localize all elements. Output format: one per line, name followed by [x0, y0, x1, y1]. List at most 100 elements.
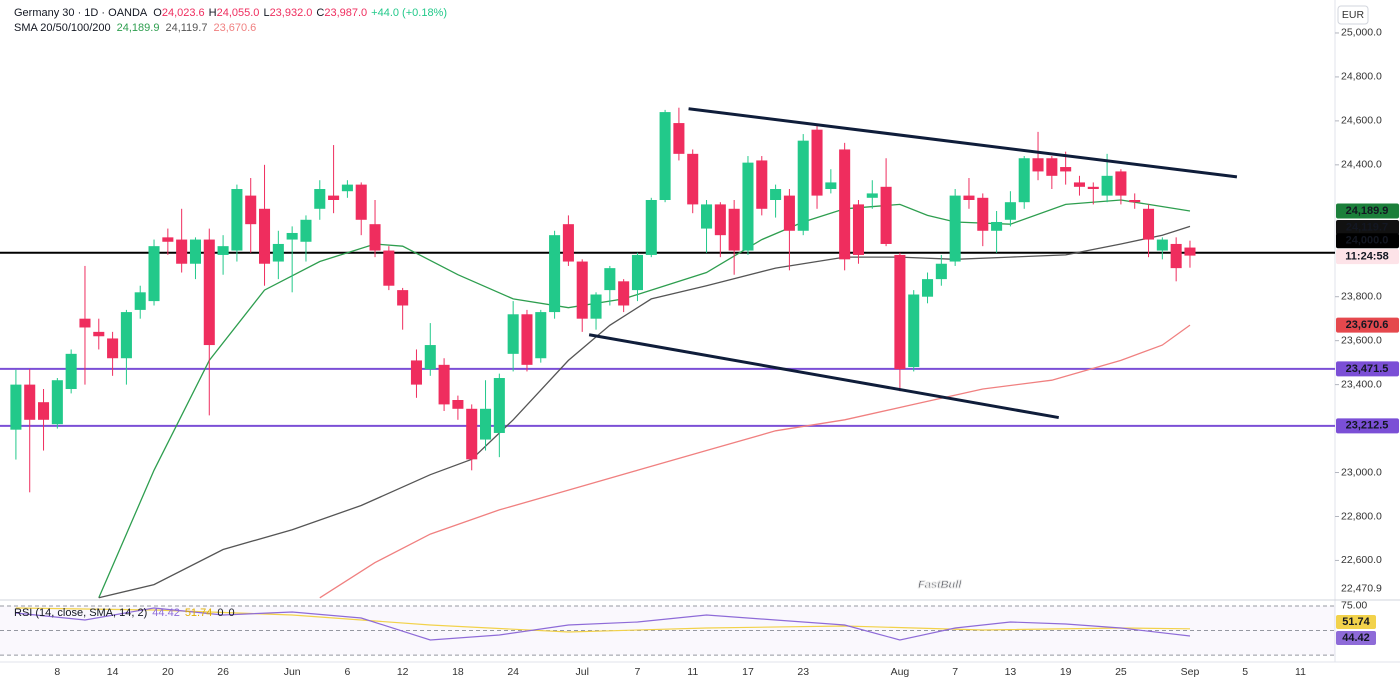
candle-body	[383, 250, 395, 286]
x-tick-label: 14	[107, 666, 119, 678]
x-tick-label: 25	[1115, 666, 1127, 678]
candle-body	[24, 384, 36, 420]
x-tick-label: 17	[742, 666, 754, 678]
x-tick-label: 11	[1295, 666, 1306, 678]
currency: EUR	[1342, 9, 1365, 21]
plot-area	[0, 107, 1335, 599]
candle-body	[272, 243, 284, 262]
candle-body	[1156, 239, 1168, 251]
y-tick-label: 24,600.0	[1341, 115, 1382, 127]
y-tick-label: 25,000.0	[1341, 27, 1382, 39]
candle-body	[866, 193, 878, 198]
ohlc-value: 24,023.6	[162, 7, 205, 19]
candle-body	[93, 331, 105, 337]
x-tick-label: 20	[162, 666, 174, 678]
x-tick-label: Sep	[1181, 666, 1200, 678]
candle-body	[1060, 167, 1072, 172]
rsi-legend-value: 0	[228, 607, 234, 619]
x-tick-label: 18	[452, 666, 464, 678]
candle-body	[797, 140, 809, 231]
candle-body	[120, 312, 132, 359]
candle-body	[673, 123, 685, 154]
price-badge	[1336, 249, 1399, 265]
ohlc-key: L	[263, 7, 269, 19]
price-badge	[1336, 317, 1399, 333]
rsi-legend-value: 0	[217, 607, 223, 619]
watermark: FastBull	[918, 579, 962, 591]
price-badge-label: 24,000.0	[1346, 235, 1389, 247]
candle-body	[245, 195, 257, 225]
rsi-badge-label: 44.42	[1342, 632, 1370, 644]
y-min-label: 22,470.9	[1341, 583, 1382, 595]
candle-body	[1129, 200, 1141, 203]
price-badge-label: 23,670.6	[1346, 319, 1389, 331]
candle-body	[1073, 182, 1085, 187]
candle-body	[314, 189, 326, 209]
x-tick-label: Jul	[576, 666, 589, 678]
candle-body	[977, 197, 989, 231]
candle-body	[852, 204, 864, 255]
y-tick-label: 22,800.0	[1341, 510, 1382, 522]
candle-body	[79, 318, 91, 328]
rsi-legend: RSI (14, close, SMA, 14, 2) 44.42 51.74 0 0	[14, 607, 235, 619]
candle-body	[10, 384, 22, 430]
x-tick-label: 12	[397, 666, 409, 678]
x-tick-label: 7	[635, 666, 641, 678]
candle-body	[770, 189, 782, 200]
y-tick-label: 24,800.0	[1341, 71, 1382, 83]
candle-body	[507, 314, 519, 354]
ohlc-key: O	[153, 7, 162, 19]
candle-body	[397, 290, 409, 306]
sma-legend-value: 24,119.7	[165, 22, 207, 34]
candle-body	[65, 353, 77, 390]
candle-body	[576, 261, 588, 319]
price-badge-label: 24,189.9	[1346, 205, 1389, 217]
price-badge-label: 23,471.5	[1346, 363, 1389, 375]
candle-body	[1184, 247, 1196, 256]
candle-body	[148, 246, 160, 302]
header-line: Germany 30 · 1D · OANDA O24,023.6 H24,055.…	[14, 7, 447, 19]
candle-body	[535, 312, 547, 359]
candle-body	[935, 263, 947, 280]
candle-body	[645, 200, 657, 255]
price-badge	[1336, 219, 1399, 235]
x-tick-label: 7	[952, 666, 958, 678]
symbol: Germany 30 · 1D · OANDA	[14, 7, 148, 19]
candle-body	[549, 235, 561, 313]
candle-body	[811, 129, 823, 196]
rsi-title: RSI (14, close, SMA, 14, 2)	[14, 607, 147, 619]
candle-body	[1170, 243, 1182, 269]
trendline	[688, 107, 1238, 179]
rsi-lines	[15, 607, 1191, 641]
candle-body	[908, 294, 920, 368]
candle-body	[839, 149, 851, 260]
y-tick-label: 23,800.0	[1341, 290, 1382, 302]
price-badge	[1336, 418, 1399, 434]
candle-body	[189, 239, 201, 264]
y-tick-label: 24,400.0	[1341, 159, 1382, 171]
y-tick-label: 22,600.0	[1341, 554, 1382, 566]
x-tick-label: 24	[507, 666, 519, 678]
candle-body	[1032, 158, 1044, 172]
candle-body	[286, 232, 298, 240]
rsi-badge	[1336, 631, 1376, 645]
candle-body	[162, 237, 174, 242]
x-tick-label: Jun	[284, 666, 301, 678]
price-badge	[1336, 361, 1399, 377]
candle-body	[714, 204, 726, 236]
price-badge-label: 11:24:58	[1345, 251, 1388, 263]
candle-body	[438, 364, 450, 405]
candle-body	[756, 160, 768, 209]
y-tick-label: 23,400.0	[1341, 378, 1382, 390]
candle-body	[659, 112, 671, 200]
y-tick-label: 23,000.0	[1341, 466, 1382, 478]
x-tick-label: 13	[1005, 666, 1017, 678]
candle-body	[562, 224, 574, 262]
candle-body	[991, 221, 1003, 231]
candle-body	[452, 400, 464, 409]
candle-body	[369, 224, 381, 251]
rsi-badge-label: 51.74	[1342, 616, 1370, 628]
candle-body	[1004, 202, 1016, 220]
ohlc-key: H	[209, 7, 217, 19]
